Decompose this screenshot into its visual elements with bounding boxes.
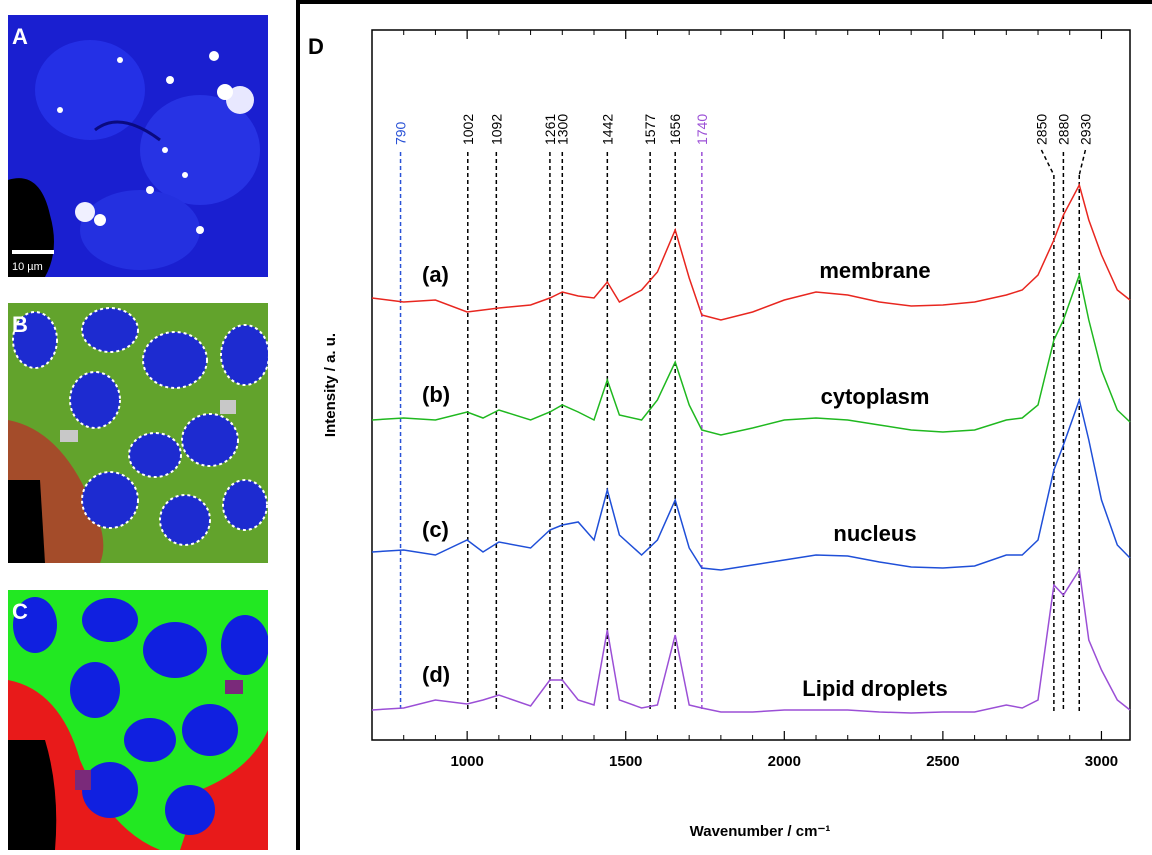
x-tick-label: 2500	[926, 753, 959, 770]
spectrum-line	[371, 567, 1131, 714]
spectrum-line	[371, 182, 1131, 321]
series-name: cytoplasm	[821, 384, 930, 409]
panel-c-image	[8, 590, 268, 850]
peak-label: 1300	[554, 114, 570, 145]
x-tick-label: 2000	[768, 753, 801, 770]
plot-frame	[371, 29, 1131, 741]
spectrum-line	[371, 272, 1131, 436]
peak-label: 2880	[1055, 114, 1071, 145]
series-tag: (b)	[422, 382, 450, 407]
series-tag: (c)	[422, 517, 449, 542]
peak-label: 1740	[694, 114, 710, 145]
scale-bar-label: 10 µm	[12, 261, 43, 273]
panel-a-image	[8, 15, 268, 277]
panel-label: C	[12, 599, 28, 624]
peak-label: 1002	[460, 114, 476, 145]
peak-label: 1092	[488, 114, 504, 145]
peak-label: 790	[393, 121, 409, 145]
panel-label: A	[12, 24, 28, 49]
peak-leader	[1078, 149, 1087, 176]
panel-label: B	[12, 312, 28, 337]
x-tick-label: 1500	[609, 753, 642, 770]
x-axis-label: Wavenumber / cm⁻¹	[690, 823, 831, 840]
chart-title: D	[308, 34, 324, 59]
series-tag: (d)	[422, 662, 450, 687]
series-tag: (a)	[422, 262, 449, 287]
series-name: membrane	[819, 258, 930, 283]
x-tick-label: 1000	[450, 753, 483, 770]
peak-label: 1442	[599, 114, 615, 145]
series-name: nucleus	[833, 521, 916, 546]
peak-leader	[1040, 149, 1055, 176]
peak-label: 2850	[1033, 114, 1049, 145]
panel-frame	[296, 0, 1152, 850]
series-name: Lipid droplets	[802, 676, 947, 701]
peak-label: 1261	[542, 114, 558, 145]
spectrum-line	[371, 397, 1131, 571]
x-tick-label: 3000	[1085, 753, 1118, 770]
panel-b-image	[8, 303, 268, 563]
peak-label: 2930	[1077, 114, 1093, 145]
y-axis-label: Intensity / a. u.	[322, 333, 339, 437]
peak-label: 1577	[642, 114, 658, 145]
peak-label: 1656	[667, 114, 683, 145]
